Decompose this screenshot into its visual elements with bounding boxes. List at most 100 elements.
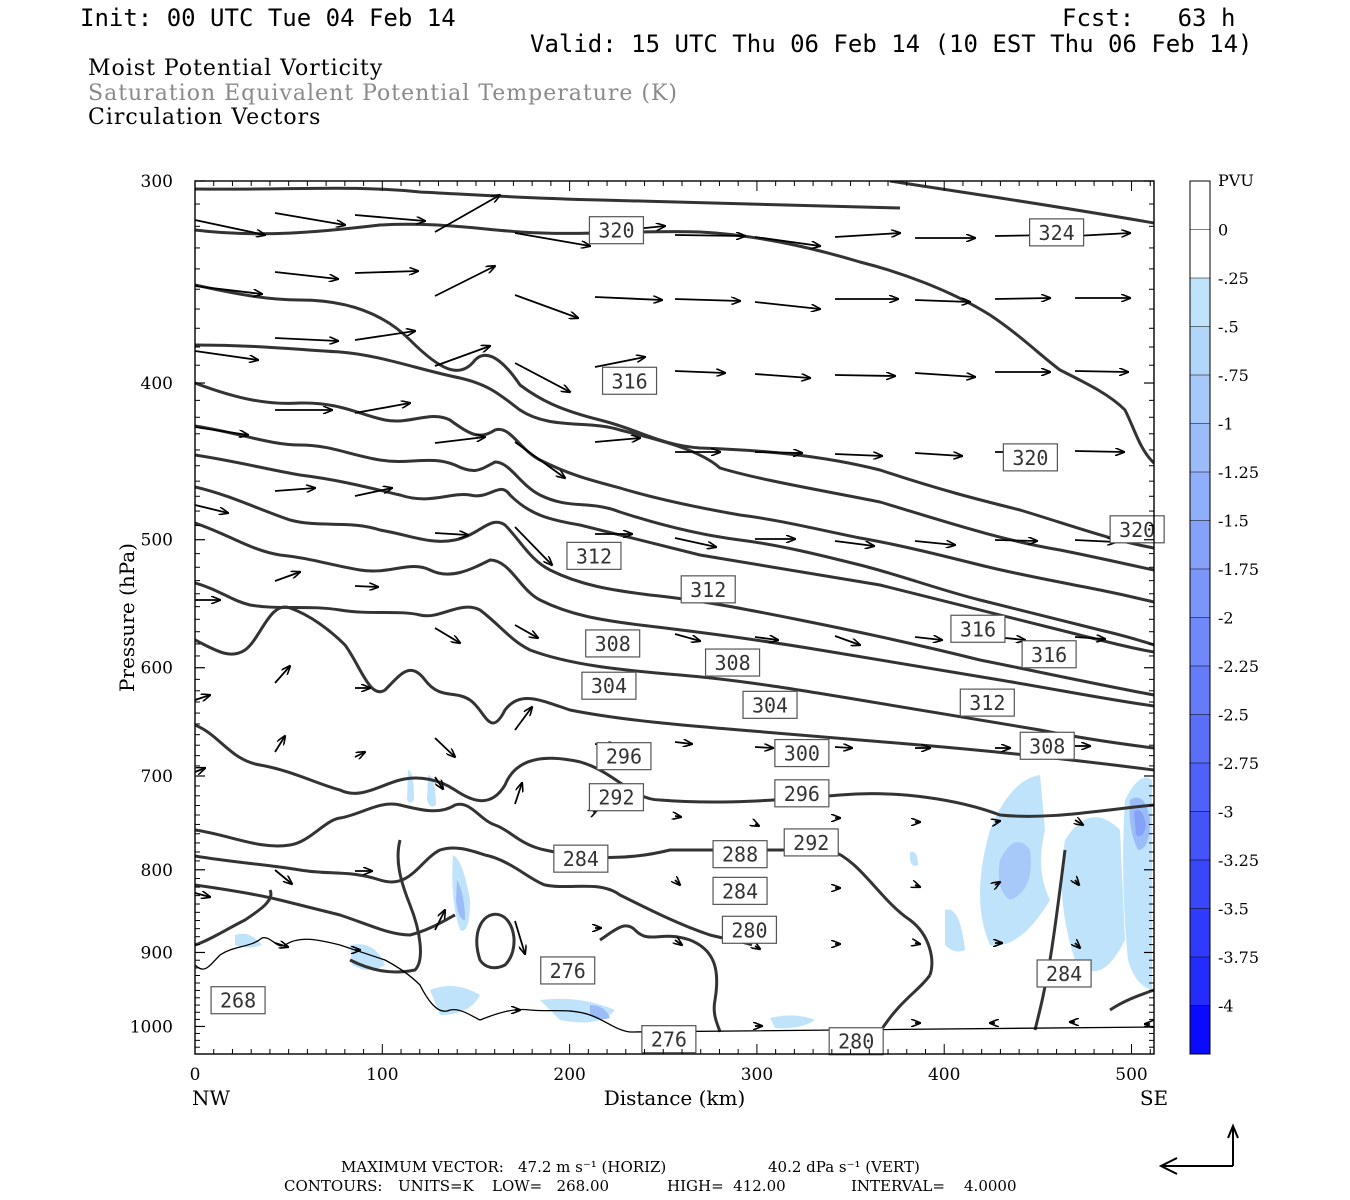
circulation-vector	[914, 300, 970, 302]
x-tick-label: 0	[190, 1065, 201, 1085]
colorbar-label: -.75	[1218, 366, 1249, 385]
circulation-vector	[514, 920, 525, 954]
y-tick-label: 700	[141, 767, 173, 787]
circulation-vector	[755, 946, 760, 949]
x-left-end-label: NW	[192, 1086, 231, 1110]
colorbar-label: 0	[1218, 221, 1228, 240]
circulation-vector	[674, 371, 725, 373]
y-tick-label: 900	[141, 943, 173, 963]
contour-label-300: 300	[774, 738, 830, 768]
contour-label-box	[1002, 443, 1058, 472]
max-vector-vert: 40.2 dPa s⁻¹ (VERT)	[768, 1158, 920, 1176]
circulation-vector	[1074, 451, 1124, 452]
contour-label-text: 312	[969, 691, 1005, 715]
pv-patch	[945, 909, 965, 952]
circulation-vector	[1074, 637, 1105, 639]
reference-vector	[1158, 1123, 1239, 1175]
contour-label-box	[1019, 731, 1075, 760]
circulation-vector	[354, 331, 415, 341]
contour-label-320: 320	[588, 216, 645, 245]
contour-label-text: 284	[1046, 962, 1082, 986]
contour-label-box	[828, 1027, 884, 1056]
contours-units: UNITS=K	[398, 1177, 474, 1195]
contour-label-text: 284	[563, 847, 599, 871]
circulation-vector	[434, 910, 445, 931]
colorbar-box	[1190, 957, 1210, 1006]
circulation-vector	[834, 375, 895, 376]
contour-label-box	[588, 783, 645, 812]
contours-low: LOW= 268.00	[492, 1177, 610, 1195]
max-vector-horiz: 47.2 m s⁻¹ (HORIZ)	[518, 1158, 667, 1176]
circulation-vector	[594, 438, 640, 443]
contour-label-box	[774, 738, 830, 768]
colorbar-box	[1190, 278, 1210, 327]
circulation-vector	[274, 666, 290, 684]
circulation-vector	[594, 297, 662, 300]
colorbar-label: -1.5	[1218, 512, 1249, 531]
colorbar: PVU 0 -.25 -.5 -.75 -1 -1.25 -1.5 -1.75 -2 -2.25 -2…	[1189, 171, 1259, 1055]
circulation-vector	[274, 212, 345, 225]
contour-line	[878, 974, 932, 1033]
contour-label-292: 292	[783, 828, 839, 857]
colorbar-box	[1190, 326, 1210, 375]
colorbar-box	[1190, 375, 1210, 424]
y-tick-label: 600	[141, 659, 173, 679]
contour-label-text: 324	[1039, 221, 1075, 245]
y-tick-label: 1000	[130, 1017, 173, 1037]
contour-label-box	[721, 915, 778, 944]
colorbar-box	[1190, 423, 1210, 472]
contour-label-box	[959, 688, 1015, 717]
circulation-vector	[274, 572, 300, 582]
circulation-vector	[194, 893, 210, 897]
circulation-vector	[914, 637, 942, 640]
circulation-vector	[755, 824, 759, 826]
pv-patch	[1061, 817, 1125, 972]
colorbar-label: -2	[1218, 609, 1234, 628]
contour-label-box	[566, 541, 622, 570]
circulation-vector	[514, 232, 590, 246]
pv-patch	[427, 775, 436, 807]
pv-patch	[590, 1005, 610, 1020]
valid-time: Valid: 15 UTC Thu 06 Feb 14 (10 EST Thu …	[530, 30, 1253, 58]
contour-label-304: 304	[581, 671, 637, 700]
contour-label-text: 280	[731, 918, 767, 942]
circulation-vector	[514, 441, 565, 478]
contour-label-text: 320	[1119, 518, 1155, 542]
contour-label-box	[596, 742, 652, 771]
contour-label-box	[774, 779, 830, 808]
contour-label-280: 280	[721, 915, 778, 944]
contour-label-text: 288	[722, 843, 758, 867]
contour-label-304: 304	[742, 690, 798, 719]
contour-label-312: 312	[959, 688, 1015, 717]
circulation-vector	[754, 236, 820, 246]
x-tick-label: 100	[366, 1065, 398, 1085]
circulation-vector	[514, 526, 552, 565]
circulation-vector	[514, 362, 570, 392]
circulation-vector	[754, 373, 810, 378]
contour-label-text: 320	[1012, 446, 1048, 470]
circulation-vector	[274, 943, 288, 947]
reference-vector-vertical-head	[1227, 1123, 1239, 1139]
circulation-vector	[1074, 371, 1128, 372]
circulation-vector	[1075, 943, 1080, 948]
contour-label-296: 296	[596, 742, 652, 771]
contour-label-text: 276	[651, 1028, 687, 1052]
circulation-vector	[354, 586, 378, 587]
contour-label-296: 296	[774, 779, 830, 808]
pv-patch	[235, 933, 262, 948]
circulation-vector	[514, 783, 522, 805]
colorbar-label: -.25	[1218, 269, 1249, 288]
circulation-vector	[994, 540, 1037, 541]
contours-interval: INTERVAL= 4.0000	[851, 1177, 1017, 1195]
contour-label-308: 308	[585, 629, 641, 658]
circulation-vector	[274, 869, 292, 884]
colorbar-units: PVU	[1218, 171, 1254, 190]
circulation-vector	[834, 747, 852, 748]
pv-patch	[1134, 810, 1146, 837]
contour-label-292: 292	[588, 783, 645, 812]
colorbar-box	[1190, 472, 1210, 521]
pv-patch	[998, 842, 1031, 900]
contour-label-320: 320	[1002, 443, 1058, 472]
contour-label-box	[742, 690, 798, 719]
